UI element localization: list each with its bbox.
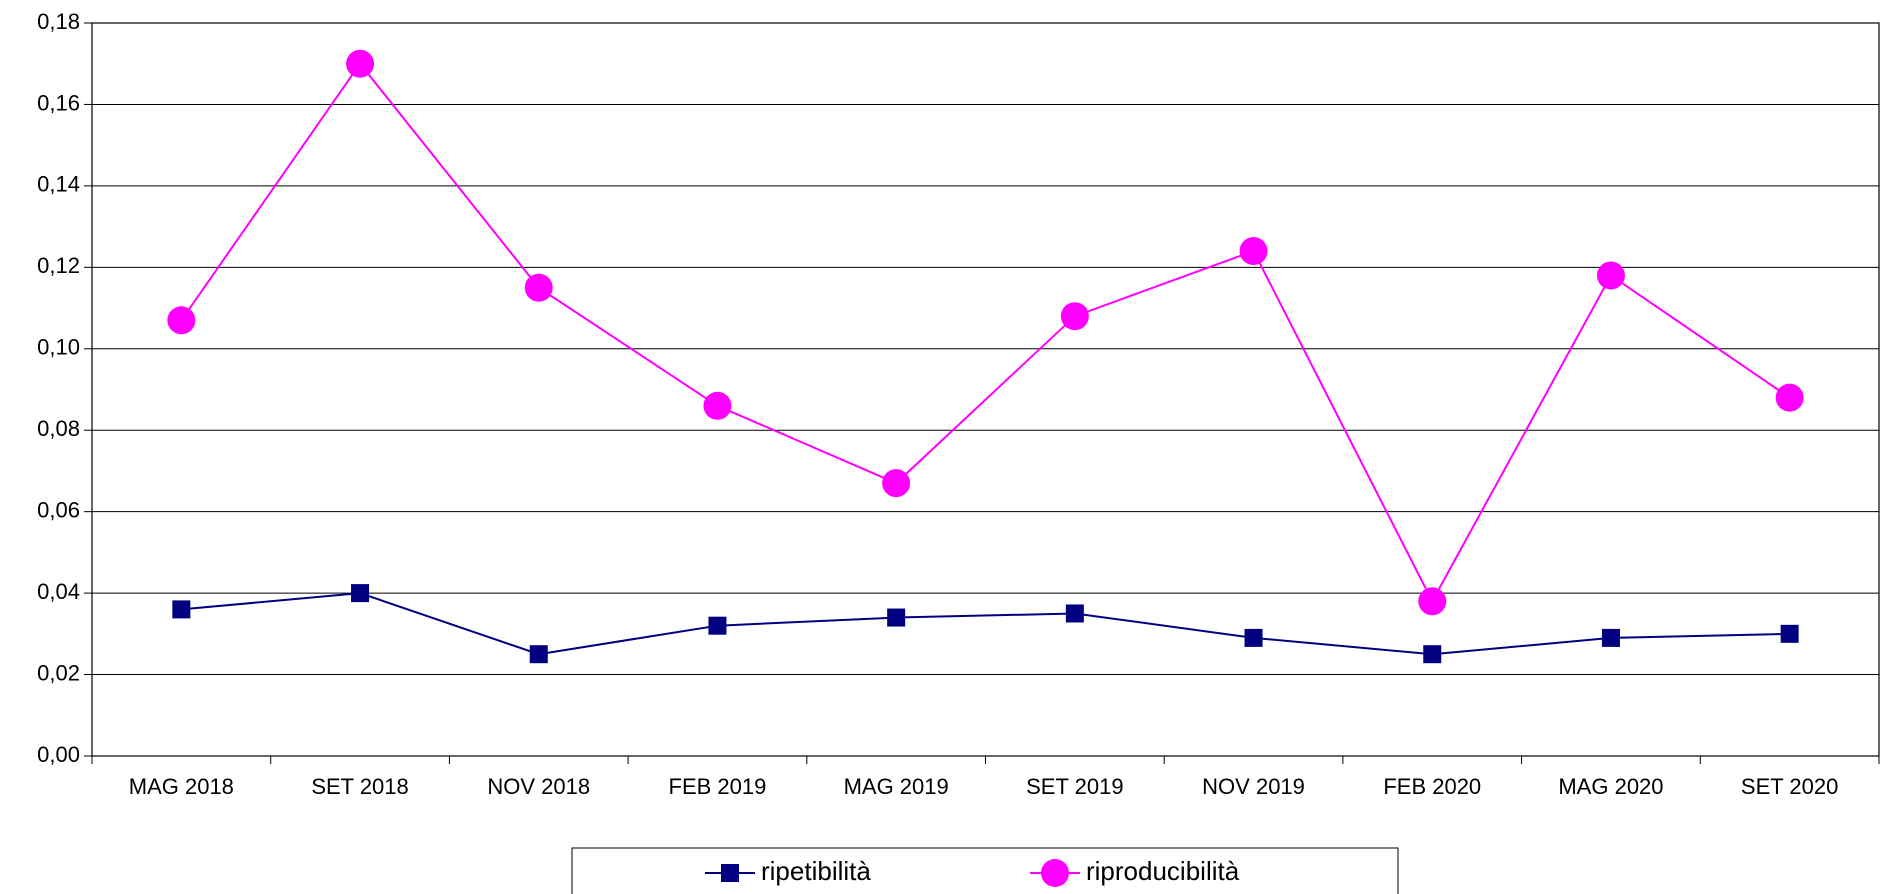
data-point: [1060, 302, 1089, 331]
data-point: [524, 273, 553, 302]
y-tick-label: 0,16: [37, 90, 80, 115]
legend-label: riproducibilità: [1086, 856, 1240, 886]
data-point: [1418, 587, 1447, 616]
y-tick-label: 0,10: [37, 335, 80, 360]
x-tick-label: SET 2020: [1741, 774, 1838, 799]
series-line: [181, 592, 1790, 656]
legend-marker: [721, 864, 739, 882]
x-tick-label: FEB 2020: [1383, 774, 1481, 799]
y-tick-label: 0,12: [37, 253, 80, 278]
y-tick-label: 0,18: [37, 9, 80, 34]
x-tick-label: SET 2019: [1026, 774, 1123, 799]
data-point: [1239, 237, 1268, 266]
y-tick-label: 0,02: [37, 660, 80, 685]
data-point: [1244, 628, 1263, 647]
data-point: [887, 608, 906, 627]
data-point: [1601, 628, 1620, 647]
x-tick-label: MAG 2018: [129, 774, 234, 799]
x-tick-label: MAG 2019: [844, 774, 949, 799]
data-point: [1065, 604, 1084, 623]
data-point: [882, 469, 911, 498]
data-point: [1423, 645, 1442, 664]
x-tick-label: SET 2018: [311, 774, 408, 799]
data-point: [1596, 261, 1625, 290]
series-line: [180, 62, 1791, 604]
legend-label: ripetibilità: [761, 856, 871, 886]
data-point: [703, 391, 732, 420]
data-point: [167, 306, 196, 335]
data-point: [1780, 624, 1799, 643]
x-tick-label: MAG 2020: [1558, 774, 1663, 799]
data-point: [346, 49, 375, 78]
legend-marker: [1041, 859, 1069, 887]
y-tick-label: 0,08: [37, 416, 80, 441]
data-point: [351, 584, 370, 603]
x-tick-label: FEB 2019: [669, 774, 767, 799]
legend-box: [571, 847, 1399, 894]
y-tick-label: 0,04: [37, 579, 80, 604]
y-tick-label: 0,06: [37, 497, 80, 522]
x-tick-label: NOV 2018: [487, 774, 590, 799]
y-tick-label: 0,14: [37, 172, 80, 197]
x-tick-label: NOV 2019: [1202, 774, 1305, 799]
data-point: [708, 616, 727, 635]
data-point: [1775, 383, 1804, 412]
y-tick-label: 0,00: [37, 742, 80, 767]
data-point: [529, 645, 548, 664]
data-point: [172, 600, 191, 619]
